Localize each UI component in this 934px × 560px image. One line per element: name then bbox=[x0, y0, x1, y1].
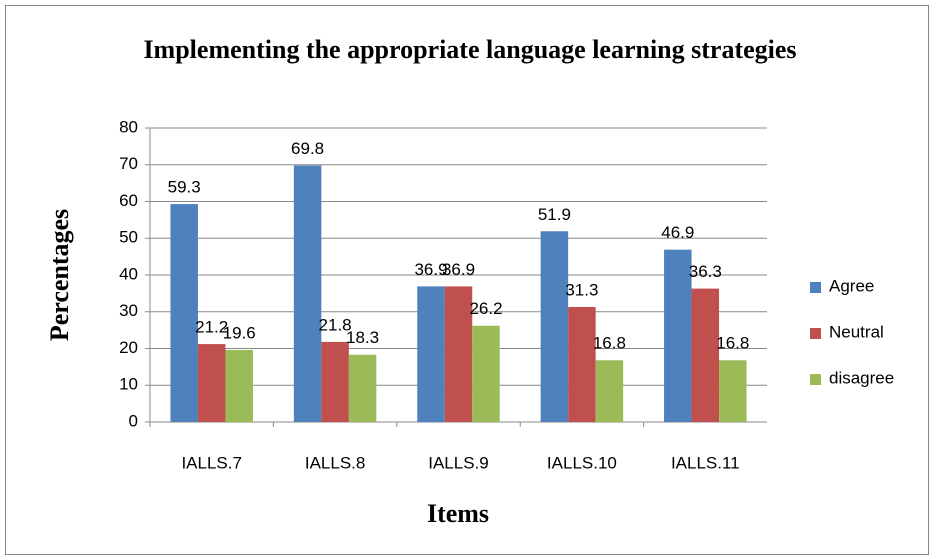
legend-swatch bbox=[810, 282, 821, 293]
data-label: 36.9 bbox=[414, 260, 447, 279]
x-tick-label: IALLS.8 bbox=[305, 453, 366, 472]
bar bbox=[540, 231, 569, 422]
x-tick-label: IALLS.10 bbox=[547, 453, 617, 472]
data-label: 21.8 bbox=[319, 315, 352, 334]
data-label: 21.2 bbox=[195, 318, 228, 337]
y-tick-label: 60 bbox=[119, 191, 138, 210]
chart-frame bbox=[5, 5, 929, 555]
legend-swatch bbox=[810, 374, 821, 385]
bar bbox=[719, 360, 747, 422]
x-tick-label: IALLS.9 bbox=[428, 453, 489, 472]
data-label: 26.2 bbox=[469, 299, 502, 318]
y-tick-label: 70 bbox=[119, 154, 138, 173]
bar bbox=[417, 286, 445, 422]
legend-label: Agree bbox=[829, 276, 874, 295]
bar bbox=[472, 325, 500, 422]
data-label: 59.3 bbox=[168, 178, 201, 197]
y-tick-label: 10 bbox=[119, 375, 138, 394]
bar bbox=[348, 354, 377, 422]
bar bbox=[444, 286, 473, 422]
x-axis-title: Items bbox=[427, 499, 489, 528]
bar bbox=[225, 349, 253, 422]
bar bbox=[595, 360, 624, 422]
y-tick-label: 20 bbox=[119, 338, 138, 357]
y-axis-title: Percentages bbox=[45, 209, 74, 341]
x-tick-label: IALLS.11 bbox=[671, 453, 740, 472]
bar bbox=[568, 306, 596, 422]
data-label: 18.3 bbox=[346, 328, 379, 347]
legend-label: Neutral bbox=[829, 322, 884, 341]
data-label: 31.3 bbox=[565, 280, 598, 299]
bar bbox=[293, 165, 322, 423]
bar bbox=[691, 288, 720, 422]
bar bbox=[197, 344, 226, 422]
data-label: 36.3 bbox=[689, 262, 722, 281]
y-tick-label: 80 bbox=[119, 117, 138, 136]
bar bbox=[664, 249, 692, 422]
y-tick-label: 0 bbox=[129, 411, 138, 430]
data-label: 16.8 bbox=[593, 334, 626, 353]
bar bbox=[321, 341, 349, 422]
data-label: 16.8 bbox=[716, 334, 749, 353]
data-label: 19.6 bbox=[223, 323, 256, 342]
data-label: 36.9 bbox=[442, 260, 475, 279]
chart-title: Implementing the appropriate language le… bbox=[143, 35, 797, 64]
y-tick-label: 40 bbox=[119, 264, 138, 283]
legend-label: disagree bbox=[829, 368, 894, 387]
data-label: 46.9 bbox=[661, 223, 694, 242]
y-tick-label: 30 bbox=[119, 301, 138, 320]
x-tick-label: IALLS.7 bbox=[181, 453, 242, 472]
data-label: 69.8 bbox=[291, 139, 324, 158]
legend-swatch bbox=[810, 328, 821, 339]
data-label: 51.9 bbox=[538, 205, 571, 224]
y-tick-label: 50 bbox=[119, 228, 138, 247]
bar bbox=[170, 204, 198, 422]
